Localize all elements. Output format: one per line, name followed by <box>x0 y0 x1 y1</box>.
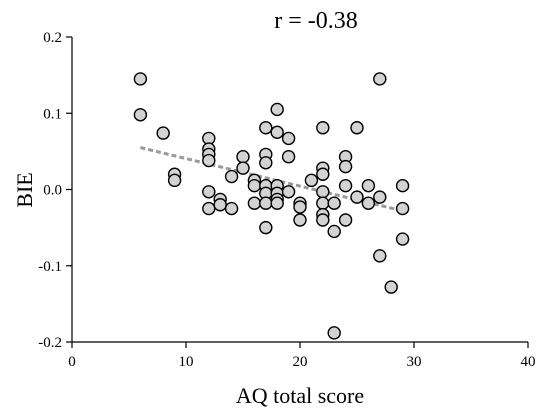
scatter-point <box>316 185 330 199</box>
scatter-point <box>270 125 284 140</box>
scatter-point <box>167 173 182 188</box>
scatter-point <box>259 156 273 170</box>
scatter-point <box>338 159 353 174</box>
x-tick-label: 30 <box>407 354 422 370</box>
scatter-point <box>373 72 387 86</box>
x-tick-label: 0 <box>68 354 76 370</box>
y-tick-label: 0.2 <box>43 30 62 46</box>
scatter-point <box>361 196 376 210</box>
scatter-point <box>395 178 410 193</box>
scatter-point <box>361 178 376 193</box>
scatter-point <box>316 196 330 210</box>
y-tick-label: -0.2 <box>38 335 62 351</box>
scatter-point <box>259 196 273 210</box>
scatter-point <box>202 201 216 216</box>
scatter-point <box>236 161 250 175</box>
scatter-point <box>316 121 330 135</box>
scatter-point <box>213 198 227 212</box>
scatter-point <box>395 232 410 246</box>
scatter-point <box>224 201 239 216</box>
scatter-point <box>384 280 398 294</box>
scatter-point <box>270 196 284 210</box>
scatter-point <box>224 169 239 184</box>
y-tick-label: -0.1 <box>38 259 62 275</box>
x-axis-label: AQ total score <box>236 383 364 408</box>
scatter-point <box>293 213 307 227</box>
scatter-point <box>133 72 148 86</box>
chart-title: r = -0.38 <box>274 8 358 34</box>
scatter-point <box>202 185 216 199</box>
scatter-point <box>259 121 273 135</box>
scatter-point <box>156 126 170 140</box>
scatter-point <box>395 201 410 216</box>
scatter-point <box>281 185 296 199</box>
x-tick-label: 10 <box>179 354 194 370</box>
scatter-point <box>281 150 296 164</box>
scatter-point <box>133 108 148 122</box>
scatter-point <box>327 326 341 340</box>
y-tick-label: 0.0 <box>43 183 62 199</box>
scatter-point <box>281 131 296 146</box>
y-axis-label: BIE <box>12 172 37 207</box>
scatter-point <box>327 224 341 239</box>
scatter-point <box>202 153 216 168</box>
scatter-point <box>270 102 284 117</box>
scatter-point <box>316 167 330 181</box>
scatter-point <box>350 121 364 135</box>
x-tick-label: 40 <box>521 354 536 370</box>
scatter-point <box>338 178 353 193</box>
scatter-point <box>316 213 330 227</box>
scatter-point <box>293 200 307 214</box>
x-axis-ticks: 0 10 20 30 40 <box>68 342 536 370</box>
scatter-point <box>304 173 319 188</box>
scatter-point <box>247 196 262 210</box>
scatter-point <box>327 196 341 210</box>
data-points <box>133 72 410 340</box>
scatter-point <box>259 220 273 235</box>
scatter-point <box>373 249 387 263</box>
y-tick-label: 0.1 <box>43 106 62 122</box>
y-axis-ticks: 0.2 0.1 0.0 -0.1 -0.2 <box>38 30 72 351</box>
scatter-point <box>373 190 387 204</box>
scatter-point <box>350 190 364 204</box>
x-tick-label: 20 <box>293 354 308 370</box>
scatter-point <box>247 178 262 193</box>
scatter-point <box>236 150 250 164</box>
scatter-point <box>338 213 353 227</box>
